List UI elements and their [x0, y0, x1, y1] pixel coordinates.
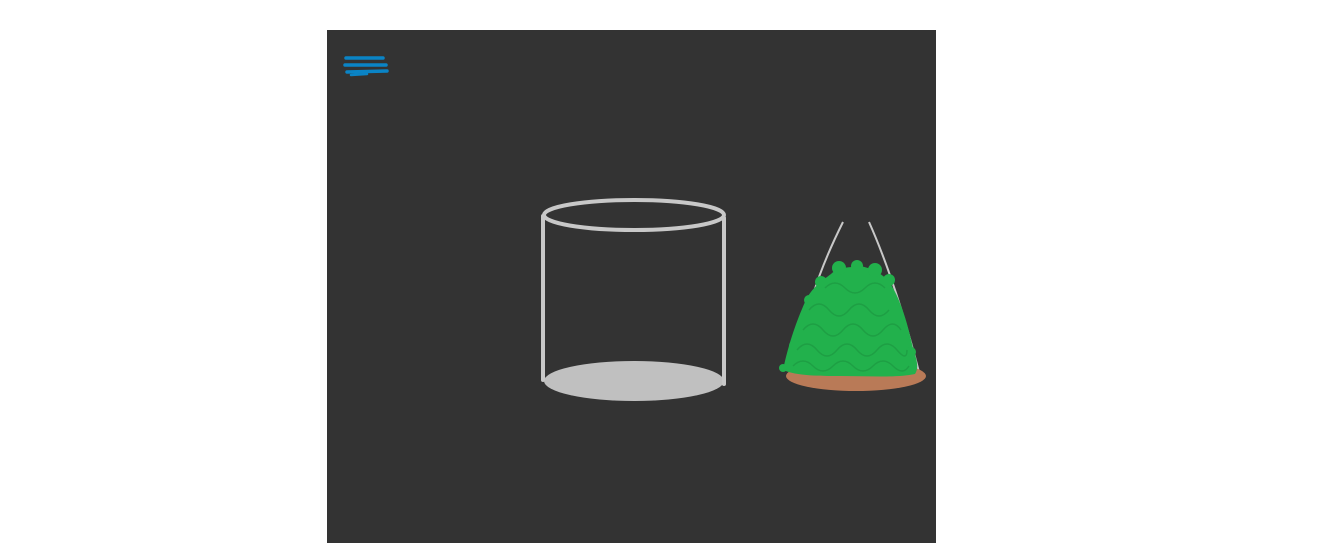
- game-canvas[interactable]: [327, 30, 936, 543]
- hanging-planter[interactable]: [779, 221, 926, 391]
- glass-jar[interactable]: [541, 198, 726, 401]
- glass-jar-rim: [542, 198, 726, 232]
- scene: [541, 198, 926, 401]
- plant-foliage-texture: [792, 282, 910, 372]
- menu-button[interactable]: [343, 54, 391, 86]
- plant-foliage: [779, 260, 918, 377]
- glass-jar-base: [544, 361, 724, 401]
- hamburger-menu-icon: [343, 56, 389, 77]
